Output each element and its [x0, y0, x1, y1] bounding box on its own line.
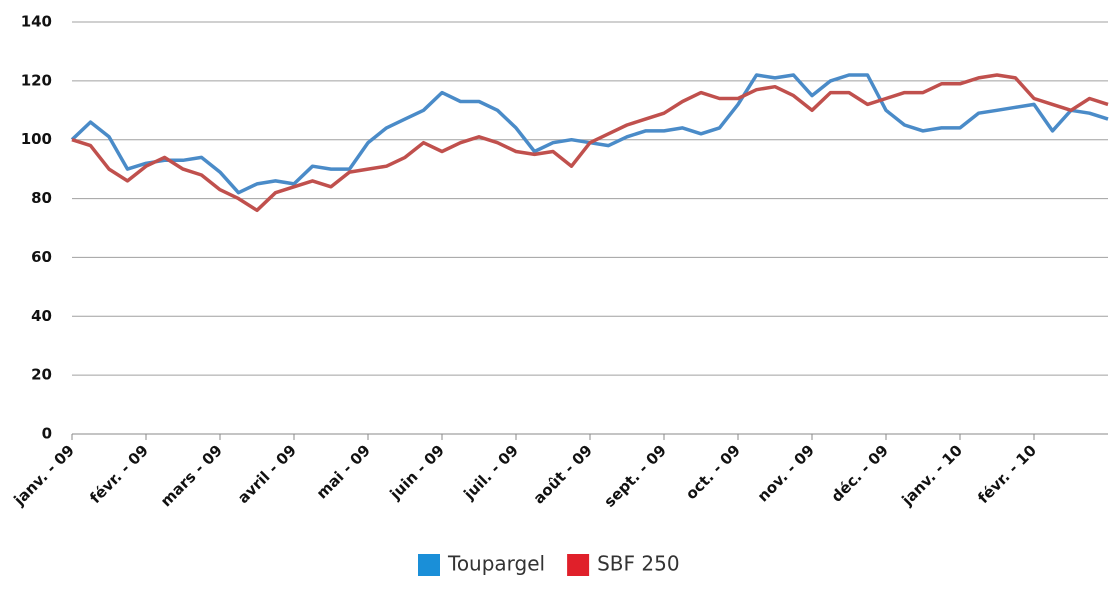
x-tick-label: janv. - 10: [898, 441, 966, 509]
y-tick-label: 0: [42, 425, 52, 443]
x-tick-label: janv. - 09: [10, 441, 78, 509]
x-tick-label: juil. - 09: [460, 441, 522, 503]
legend-label: Toupargel: [447, 552, 545, 576]
x-tick-label: oct. - 09: [682, 441, 744, 503]
y-tick-label: 140: [21, 13, 52, 31]
x-tick-label: août - 09: [530, 441, 596, 507]
legend-label: SBF 250: [597, 552, 679, 576]
x-tick-label: sept. - 09: [601, 441, 670, 510]
x-tick-label: juin - 09: [386, 441, 448, 503]
series-line: [70, 73, 1109, 195]
x-tick-label: févr. - 09: [86, 441, 152, 507]
legend-swatch: [418, 554, 440, 576]
y-tick-label: 60: [31, 248, 52, 266]
x-tick-label: févr. - 10: [974, 441, 1040, 507]
series-line: [71, 73, 1109, 213]
y-tick-label: 100: [21, 130, 52, 148]
y-tick-label: 80: [31, 189, 52, 207]
y-tick-label: 120: [21, 71, 52, 89]
x-tick-label: déc. - 09: [828, 441, 892, 505]
x-tick-label: nov. - 09: [754, 441, 818, 505]
y-tick-label: 20: [31, 366, 52, 384]
x-tick-label: mars - 09: [157, 441, 226, 510]
y-tick-label: 40: [31, 307, 52, 325]
x-tick-label: avril - 09: [234, 441, 300, 507]
x-tick-label: mai - 09: [313, 441, 374, 502]
legend-swatch: [567, 554, 590, 576]
